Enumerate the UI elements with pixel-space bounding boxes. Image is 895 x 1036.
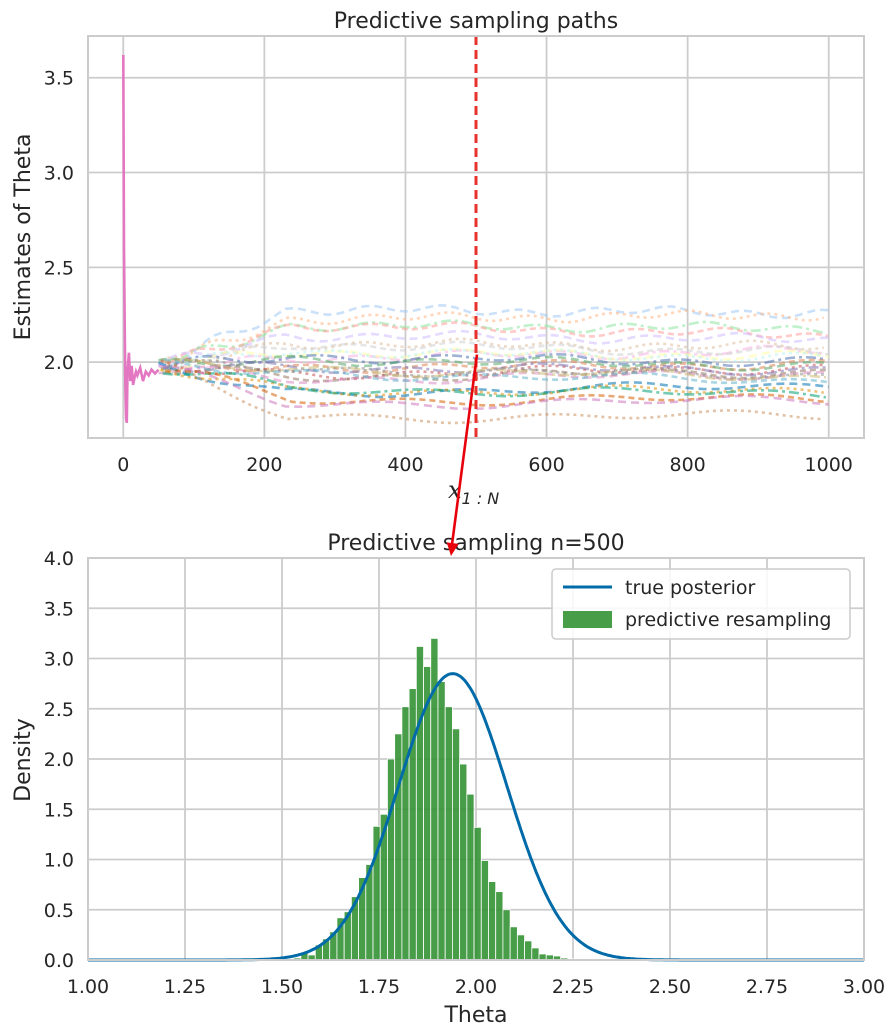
top-predictive-path: [160, 359, 824, 425]
histogram-bar: [516, 934, 525, 961]
top-predictive-path: [160, 309, 825, 373]
bottom-y-tick-label: 0.5: [44, 900, 74, 922]
histogram-bar: [509, 926, 518, 961]
histogram-bar: [502, 909, 511, 961]
legend-resampling-swatch: [563, 611, 612, 628]
top-x-tick-label: 800: [670, 454, 706, 476]
top-x-tick-label: 0: [117, 454, 129, 476]
top-chart-title: Predictive sampling paths: [334, 9, 618, 34]
bottom-y-tick-label: 1.0: [44, 850, 74, 872]
top-x-axis-label: x1 : N: [448, 476, 499, 508]
top-predictive-paths: [157, 303, 829, 425]
arrow-shaft: [449, 354, 479, 553]
top-predictive-path: [162, 319, 827, 374]
histogram-bar: [473, 826, 482, 961]
histogram-bar: [437, 681, 446, 961]
top-y-tick-label: 3.5: [44, 68, 74, 90]
bottom-x-tick-label: 2.75: [746, 976, 788, 998]
top-predictive-path: [158, 303, 829, 367]
histogram-bar: [524, 940, 533, 961]
legend-resampling-label: predictive resampling: [625, 609, 832, 631]
histogram-bar: [480, 860, 489, 961]
top-x-tick-label: 1000: [805, 454, 853, 476]
bottom-y-tick-label: 0.0: [44, 950, 74, 972]
bottom-y-tick-label: 1.5: [44, 799, 74, 821]
bottom-chart-title: Predictive sampling n=500: [327, 531, 624, 556]
top-predictive-path: [164, 321, 829, 370]
legend-posterior-label: true posterior: [625, 577, 755, 599]
histogram-bar: [401, 706, 410, 961]
histogram-bar: [444, 706, 453, 961]
top-predictive-path: [158, 354, 829, 372]
bottom-x-tick-label: 1.75: [358, 976, 400, 998]
bottom-x-tick-label: 1.00: [67, 976, 109, 998]
histogram-bar: [415, 646, 424, 961]
arrow-head: [446, 542, 459, 556]
top-tick-labels: 0 200 400 600 800 1000 2.0 2.5 3.0 3.5: [44, 68, 853, 476]
top-observed-path: [122, 54, 160, 424]
top-chart: Predictive sampling paths 0 200 400 600 800 1…: [11, 9, 865, 508]
top-y-axis-label: Estimates of Theta: [11, 134, 36, 341]
bottom-x-tick-label: 1.25: [164, 976, 206, 998]
histogram-bar: [495, 891, 504, 961]
histogram-bar: [466, 793, 475, 961]
bottom-tick-labels: 1.00 1.25 1.50 1.75 2.00 2.25 2.50 2.75 3.00 0.0 0…: [44, 548, 885, 998]
bottom-y-tick-label: 2.0: [44, 749, 74, 771]
bottom-chart: Predictive sampling n=500 1.00 1.25 1.50 1.…: [11, 531, 885, 1028]
top-predictive-path: [162, 352, 827, 371]
top-x-tick-label: 600: [528, 454, 564, 476]
histogram-bar: [394, 733, 403, 961]
histogram-bar: [387, 758, 396, 961]
top-predictive-path: [158, 361, 829, 399]
bottom-y-tick-label: 4.0: [44, 548, 74, 570]
bottom-x-tick-label: 2.00: [455, 976, 497, 998]
top-x-axis-label-sub: 1 : N: [462, 489, 500, 508]
bottom-axes-frame: [87, 557, 865, 961]
bottom-y-tick-label: 3.5: [44, 598, 74, 620]
histogram-bar: [459, 763, 468, 961]
connecting-arrow: [446, 354, 479, 556]
top-predictive-path: [164, 369, 829, 407]
histogram-bar: [488, 881, 497, 961]
bottom-legend: true posterior predictive resampling: [551, 568, 851, 640]
top-observed-line: [122, 54, 160, 424]
histogram-bar: [531, 947, 540, 961]
top-x-tick-label: 200: [246, 454, 282, 476]
top-predictive-path: [162, 371, 827, 399]
histogram-bar: [408, 688, 417, 961]
top-x-tick-label: 400: [387, 454, 423, 476]
top-y-tick-label: 2.5: [44, 257, 74, 279]
top-axes-frame: [87, 35, 865, 439]
top-predictive-path: [160, 359, 824, 381]
bottom-x-tick-label: 2.50: [649, 976, 691, 998]
top-predictive-path: [164, 340, 829, 370]
bottom-y-axis-label: Density: [11, 718, 36, 802]
legend-frame: [551, 568, 851, 640]
bottom-y-tick-label: 3.0: [44, 649, 74, 671]
bottom-x-tick-label: 2.25: [552, 976, 594, 998]
bottom-x-tick-label: 1.50: [261, 976, 303, 998]
bottom-x-tick-label: 3.00: [843, 976, 885, 998]
top-predictive-path: [160, 348, 825, 375]
top-predictive-path: [157, 329, 829, 367]
top-predictive-path: [158, 364, 829, 411]
histogram-bar: [452, 728, 461, 961]
top-y-tick-label: 3.0: [44, 163, 74, 185]
top-y-tick-label: 2.0: [44, 352, 74, 374]
bottom-x-axis-label: Theta: [443, 1003, 507, 1028]
bottom-y-tick-label: 2.5: [44, 699, 74, 721]
top-predictive-path: [164, 358, 829, 385]
top-predictive-path: [160, 337, 824, 363]
top-predictive-path: [162, 360, 826, 377]
